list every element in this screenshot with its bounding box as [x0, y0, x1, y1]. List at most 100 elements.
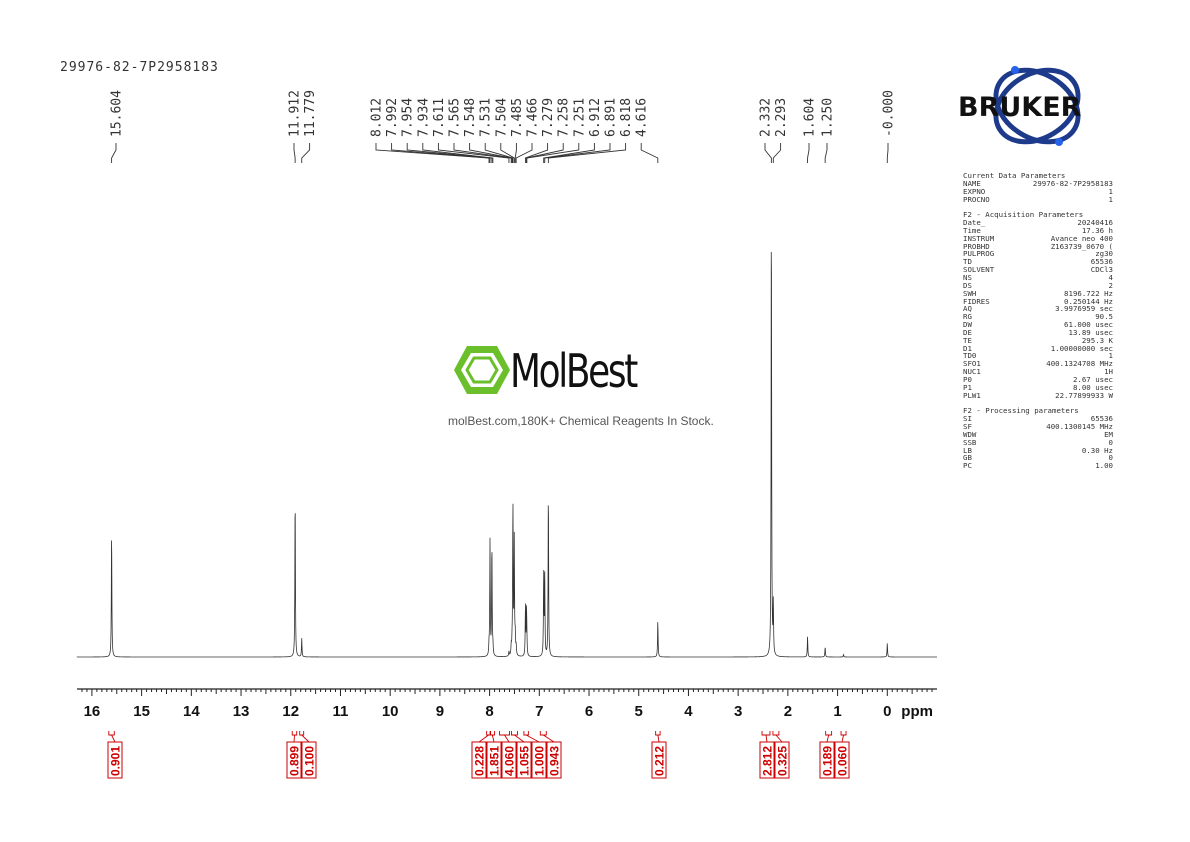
integral-box: [819, 741, 835, 779]
param-value: Z163739_0670 (: [1050, 241, 1113, 251]
molbest-tagline: molBest.com,180K+ Chemical Reagents In S…: [448, 414, 714, 428]
param-value: EM: [1104, 429, 1113, 439]
integral-bracket: [108, 731, 115, 736]
peak-label: 7.279: [541, 98, 556, 137]
acquisition-parameters-panel: Current Data Parameters NAME 29976-82-7P2…: [963, 172, 1113, 470]
integral-box: [516, 741, 532, 779]
param-value: zg30: [1095, 249, 1113, 259]
param-value: 2.67 usec: [1072, 374, 1113, 384]
param-value: 29976-82-7P2958183: [1032, 178, 1113, 188]
param-value: 0: [1108, 453, 1113, 463]
param-row: PROBHD Z163739_0670 (: [963, 241, 1113, 251]
integral-bracket: [299, 731, 305, 736]
peak-label-connector: [469, 143, 513, 163]
param-value: 90.5: [1095, 312, 1113, 322]
param-value: 8196.722 Hz: [1064, 288, 1113, 298]
peak-label-connector: [406, 143, 493, 163]
param-key: DE: [963, 327, 972, 337]
tick-label: 1: [833, 703, 841, 720]
param-key: D1: [963, 343, 972, 353]
tick-label: 9: [436, 703, 444, 720]
tick-label: 7: [535, 703, 543, 720]
peak-label: 4.616: [635, 98, 650, 137]
integral-connector: [765, 734, 768, 743]
integral-value: 0.899: [288, 746, 302, 776]
param-key: Time: [963, 225, 981, 235]
integral-bracket: [825, 731, 833, 736]
param-key: AQ: [963, 304, 972, 314]
integral-value: 0.100: [303, 746, 317, 776]
tick-label: 3: [734, 703, 742, 720]
param-row: GB 0: [963, 454, 1113, 462]
peak-label-connector: [111, 143, 117, 163]
integral-group: 0.901 0.899 0.100 0.228 1.851 4.060 1.055 1.000…: [107, 731, 850, 779]
integral-connector: [543, 734, 555, 743]
integral-value: 1.851: [488, 746, 502, 776]
param-key: SI: [963, 414, 972, 424]
param-row: LB 0.30 Hz: [963, 445, 1113, 455]
integral-bracket: [489, 731, 496, 736]
param-row: P0 2.67 usec: [963, 376, 1113, 384]
param-value: 400.1324708 MHz: [1046, 359, 1113, 369]
tick-label: 0: [883, 703, 891, 720]
peak-label: 7.531: [479, 98, 494, 137]
param-row: PROCNO 1: [963, 194, 1113, 204]
peak-label: 7.992: [385, 98, 400, 137]
param-value: 3.9976959 sec: [1055, 304, 1113, 314]
param-row: Time 17.36 h: [963, 227, 1113, 235]
param-value: 0.250144 Hz: [1064, 296, 1113, 306]
param-key: PULPROG: [963, 249, 995, 259]
integral-connector: [478, 734, 489, 743]
acquisition-params-list: Date_ 20240416 Time 17.36 h INSTRUM Avance ne…: [963, 219, 1113, 399]
param-key: PLW1: [963, 390, 981, 400]
integral-bracket: [291, 731, 298, 736]
integral-box: [286, 741, 302, 779]
peak-label: 6.818: [619, 98, 634, 137]
integral-value: 2.812: [761, 746, 775, 776]
param-key: NUC1: [963, 367, 981, 377]
tick-label: 14: [183, 703, 200, 720]
peak-label: 1.250: [821, 98, 836, 137]
peak-label-connector: [437, 143, 510, 163]
integral-value: 4.060: [503, 746, 517, 776]
spectrum-trace: [76, 251, 937, 658]
param-row: SWH 8196.722 Hz: [963, 288, 1113, 298]
peak-label-connector: [772, 143, 782, 163]
tick-label: 15: [133, 703, 150, 720]
integral-box: [471, 741, 487, 779]
integral-value: 0.228: [473, 746, 487, 776]
integral-connector: [491, 734, 495, 743]
peak-label: 2.293: [774, 98, 789, 137]
current-params-title: Current Data Parameters: [963, 171, 1066, 180]
bruker-logo-icon: [993, 66, 1081, 146]
param-row: NS 4: [963, 274, 1113, 282]
integral-value: 1.055: [518, 746, 532, 776]
param-row: PC 1.00: [963, 462, 1113, 470]
peak-label-connector: [543, 143, 595, 163]
param-key: GB: [963, 453, 972, 463]
integral-bracket: [499, 731, 510, 736]
param-key: LB: [963, 445, 972, 455]
peak-label-connector: [514, 143, 517, 163]
peak-label: 11.779: [303, 90, 318, 137]
peak-label: 7.466: [526, 98, 541, 137]
param-key: DS: [963, 280, 972, 290]
param-row: PULPROG zg30: [963, 250, 1113, 258]
peak-label-connector: [547, 143, 627, 163]
param-row: DW 61.000 usec: [963, 321, 1113, 329]
peak-label: -0.000: [882, 90, 897, 137]
peak-label-connector: [375, 143, 490, 163]
peak-label-connector: [824, 143, 828, 163]
param-value: 13.89 usec: [1068, 327, 1114, 337]
tick-label: 6: [585, 703, 593, 720]
param-row: WDW EM: [963, 429, 1113, 439]
peak-label: 2.332: [759, 98, 774, 137]
param-key: SOLVENT: [963, 265, 995, 275]
peak-label-connector: [293, 143, 296, 163]
param-value: 1: [1108, 194, 1113, 204]
param-row: TE 295.3 K: [963, 336, 1113, 345]
param-value: 8.00 usec: [1072, 382, 1113, 392]
integral-bracket: [655, 731, 661, 736]
peak-label-connector: [422, 143, 494, 163]
tick-label: 13: [233, 703, 250, 720]
